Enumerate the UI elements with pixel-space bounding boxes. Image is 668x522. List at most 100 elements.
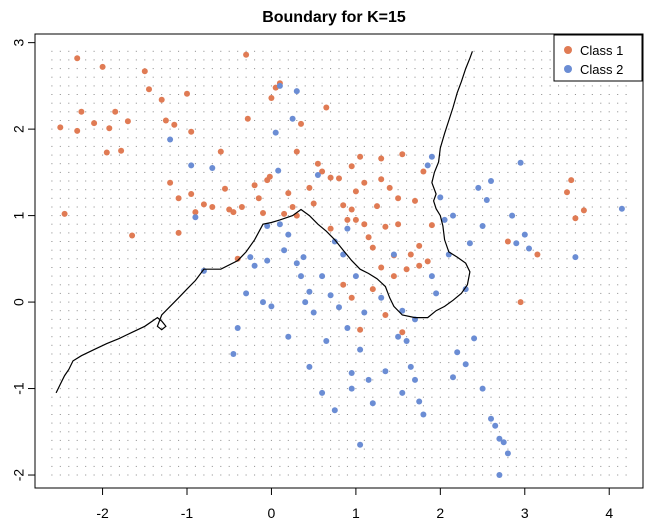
grid-dot (532, 267, 534, 268)
grid-dot (186, 102, 188, 104)
grid-dot (566, 154, 568, 156)
grid-dot (270, 344, 272, 346)
grid-dot (414, 327, 416, 329)
grid-dot (330, 439, 332, 441)
grid-dot (330, 50, 332, 52)
grid-dot (279, 275, 281, 277)
grid-dot (456, 85, 458, 87)
grid-dot (397, 275, 399, 277)
grid-dot (330, 180, 332, 182)
grid-dot (439, 275, 441, 277)
grid-dot (574, 292, 576, 294)
grid-dot (346, 94, 348, 95)
grid-dot (524, 474, 526, 476)
grid-dot (558, 197, 560, 199)
grid-dot (287, 422, 289, 424)
grid-dot (85, 145, 87, 147)
grid-dot (532, 215, 534, 217)
grid-dot (76, 171, 78, 173)
grid-dot (617, 171, 619, 173)
grid-dot (532, 310, 534, 312)
grid-dot (583, 197, 585, 199)
grid-dot (169, 111, 171, 113)
grid-dot (465, 292, 467, 294)
grid-dot (574, 431, 576, 433)
grid-dot (490, 448, 492, 450)
grid-dot (254, 414, 256, 415)
grid-dot (600, 310, 602, 312)
grid-dot (355, 457, 357, 459)
grid-dot (270, 292, 272, 294)
grid-dot (507, 301, 509, 303)
grid-dot (68, 275, 70, 277)
grid-dot (346, 206, 348, 208)
grid-dot (591, 310, 593, 312)
grid-dot (456, 396, 458, 398)
grid-dot (363, 474, 365, 476)
grid-dot (389, 310, 391, 312)
grid-dot (118, 120, 120, 121)
grid-dot (549, 318, 551, 320)
grid-dot (51, 215, 53, 217)
grid-dot (135, 223, 137, 225)
grid-dot (625, 215, 627, 217)
grid-dot (186, 223, 188, 225)
grid-dot (355, 68, 357, 70)
grid-dot (287, 111, 289, 113)
grid-dot (608, 405, 610, 407)
grid-dot (482, 180, 484, 182)
grid-dot (152, 232, 154, 234)
grid-dot (439, 232, 441, 234)
class1-point (167, 179, 174, 186)
grid-dot (439, 379, 441, 381)
grid-dot (549, 405, 551, 407)
grid-dot (346, 396, 348, 398)
grid-dot (161, 154, 163, 156)
grid-dot (254, 448, 256, 450)
grid-dot (76, 249, 78, 251)
grid-dot (59, 292, 61, 294)
class2-point (378, 294, 385, 301)
grid-dot (549, 111, 551, 113)
grid-dot (389, 344, 391, 346)
grid-dot (473, 396, 475, 398)
grid-dot (608, 85, 610, 87)
grid-dot (406, 137, 408, 139)
class1-point (184, 90, 190, 97)
grid-dot (135, 474, 137, 476)
grid-dot (127, 310, 129, 312)
grid-dot (59, 137, 61, 139)
grid-dot (254, 258, 256, 260)
grid-dot (68, 137, 70, 139)
grid-dot (118, 439, 120, 441)
chart-title: Boundary for K=15 (262, 9, 406, 26)
grid-dot (380, 396, 382, 398)
grid-dot (237, 111, 239, 113)
grid-dot (422, 215, 424, 217)
grid-dot (135, 50, 137, 52)
grid-dot (93, 379, 95, 381)
grid-dot (262, 396, 264, 398)
grid-dot (321, 362, 323, 364)
grid-dot (169, 258, 171, 260)
grid-dot (220, 344, 222, 346)
grid-dot (178, 206, 180, 208)
grid-dot (178, 50, 180, 52)
grid-dot (431, 284, 433, 286)
grid-dot (515, 223, 517, 225)
grid-dot (313, 111, 315, 113)
grid-dot (566, 405, 568, 407)
grid-dot (254, 396, 256, 398)
grid-dot (211, 388, 213, 390)
grid-dot (406, 120, 408, 121)
grid-dot (228, 59, 230, 61)
grid-dot (498, 422, 500, 424)
grid-dot (338, 59, 340, 61)
grid-dot (85, 137, 87, 139)
grid-dot (186, 111, 188, 113)
grid-dot (211, 284, 213, 286)
grid-dot (313, 388, 315, 390)
grid-dot (439, 267, 441, 268)
grid-dot (245, 223, 247, 225)
grid-dot (296, 336, 298, 338)
